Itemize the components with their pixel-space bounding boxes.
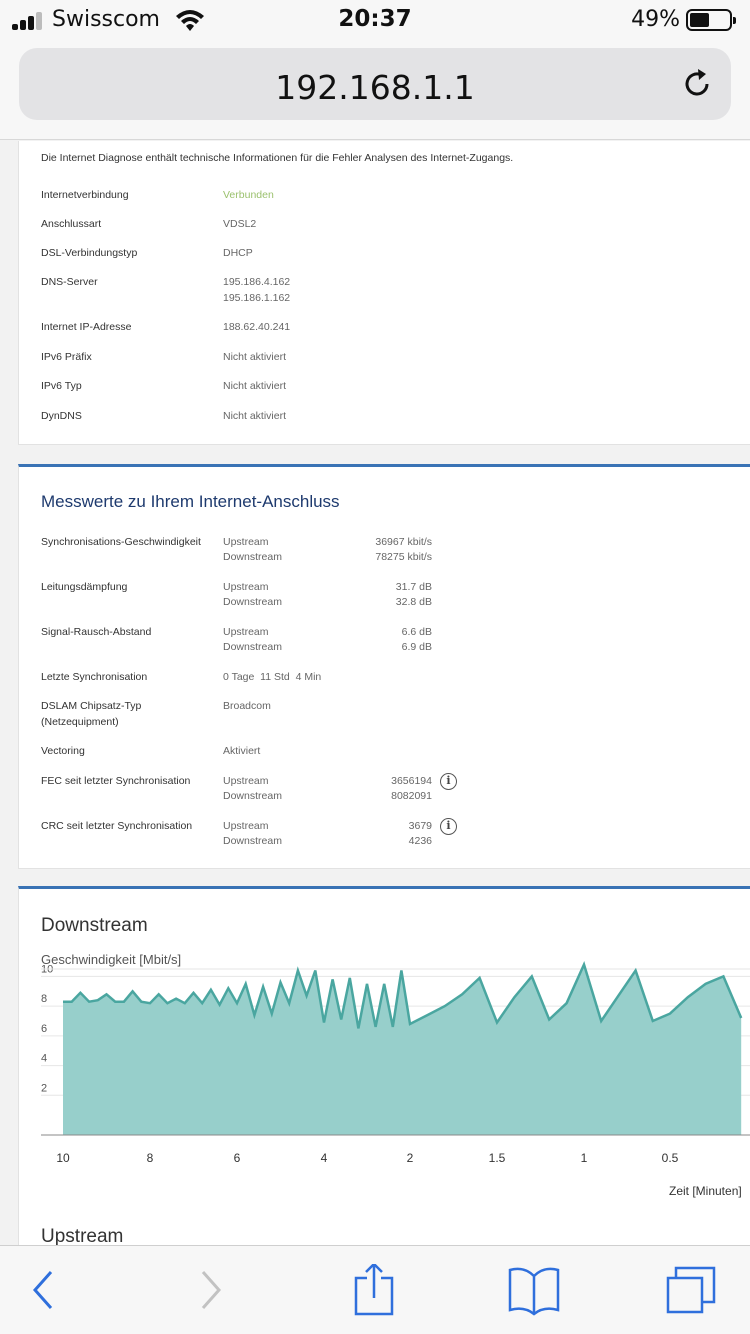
x-tick-label: 6: [234, 1151, 241, 1165]
label-anschlussart: Anschlussart: [41, 218, 102, 230]
fec-downstream-value: 8082091: [391, 790, 432, 802]
battery-fill: [690, 13, 709, 27]
messwerte-card: Messwerte zu Ihrem Internet-Anschluss Sy…: [18, 464, 750, 869]
downstream-chart-title: Downstream: [41, 915, 148, 936]
value-anschlussart: VDSL2: [223, 218, 257, 230]
label-ipv6-praefix: IPv6 Präfix: [41, 351, 92, 363]
status-bar: Swisscom 20:37 49%: [0, 0, 750, 40]
fec-info-icon[interactable]: i: [440, 773, 457, 790]
clock: 20:37: [338, 6, 412, 32]
x-tick-label: 8: [147, 1151, 154, 1165]
downstream-label: Downstream: [223, 835, 282, 847]
y-tick-label: 6: [41, 1023, 47, 1035]
value-vectoring: Aktiviert: [223, 745, 261, 757]
attenuation-upstream-value: 31.7 dB: [395, 581, 432, 593]
value-dsl-verbindungstyp: DHCP: [223, 247, 253, 259]
reload-icon[interactable]: [679, 66, 715, 102]
fec-upstream-value: 3656194: [391, 775, 432, 787]
url-text[interactable]: 192.168.1.1: [275, 68, 475, 107]
downstream-chart-card: Downstream Geschwindigkeit [Mbit/s] 2 4 6 8…: [18, 886, 750, 1245]
upstream-label: Upstream: [223, 581, 269, 593]
downstream-label: Downstream: [223, 596, 282, 608]
diagnose-card: Die Internet Diagnose enthält technische…: [18, 141, 750, 445]
label-ipv6-typ: IPv6 Typ: [41, 380, 82, 392]
bookmarks-icon[interactable]: [506, 1264, 562, 1316]
signal-bar: [12, 24, 18, 30]
snr-upstream-value: 6.6 dB: [401, 626, 432, 638]
label-fec: FEC seit letzter Synchronisation: [41, 775, 191, 787]
signal-bar: [36, 12, 42, 30]
battery-tip: [733, 17, 736, 24]
value-ipv6-praefix: Nicht aktiviert: [223, 351, 287, 363]
upstream-label: Upstream: [223, 775, 269, 787]
share-icon[interactable]: [346, 1264, 402, 1316]
upstream-label: Upstream: [223, 820, 269, 832]
back-icon[interactable]: [15, 1264, 71, 1316]
chart-y-axis-label: Geschwindigkeit [Mbit/s]: [41, 952, 182, 967]
messwerte-title: Messwerte zu Ihrem Internet-Anschluss: [41, 492, 340, 511]
value-dns-server-2: 195.186.1.162: [223, 292, 291, 304]
diagnose-intro: Die Internet Diagnose enthält technische…: [41, 152, 514, 164]
label-signal-rausch-abstand: Signal-Rausch-Abstand: [41, 626, 152, 638]
crc-downstream-value: 4236: [408, 835, 432, 847]
area-fill: [63, 964, 742, 1135]
upstream-chart-title: Upstream: [41, 1226, 124, 1245]
label-internetverbindung: Internetverbindung: [41, 189, 129, 201]
crc-upstream-value: 3679: [408, 820, 432, 832]
label-dns-server: DNS-Server: [41, 276, 98, 288]
label-crc: CRC seit letzter Synchronisation: [41, 820, 193, 832]
label-dsl-verbindungstyp: DSL-Verbindungstyp: [41, 247, 138, 259]
battery-icon: [686, 9, 736, 31]
label-leitungsdaempfung: Leitungsdämpfung: [41, 581, 128, 593]
value-dns-server-1: 195.186.4.162: [223, 276, 291, 288]
y-tick-label: 2: [41, 1082, 47, 1094]
tabs-icon[interactable]: [664, 1264, 720, 1316]
safari-toolbar: [0, 1245, 750, 1334]
value-internet-ip: 188.62.40.241: [223, 321, 291, 333]
label-dslam-chipsatz: DSLAM Chipsatz-Typ: [41, 700, 142, 712]
y-tick-label: 8: [41, 993, 47, 1005]
label-letzte-synchronisation: Letzte Synchronisation: [41, 671, 148, 683]
upstream-label: Upstream: [223, 536, 269, 548]
value-dslam-chipsatz: Broadcom: [223, 700, 271, 712]
label-sync-speed: Synchronisations-Geschwindigkeit: [41, 536, 201, 548]
forward-icon[interactable]: [183, 1264, 239, 1316]
value-dyndns: Nicht aktiviert: [223, 410, 287, 422]
signal-bar: [20, 20, 26, 30]
downstream-label: Downstream: [223, 790, 282, 802]
value-ipv6-typ: Nicht aktiviert: [223, 380, 287, 392]
x-tick-label: 0.5: [662, 1151, 679, 1165]
upstream-label: Upstream: [223, 626, 269, 638]
attenuation-downstream-value: 32.8 dB: [395, 596, 432, 608]
crc-info-icon[interactable]: i: [440, 818, 457, 835]
downstream-label: Downstream: [223, 641, 282, 653]
x-axis-label: Zeit [Minuten]: [669, 1184, 742, 1198]
x-tick-label: 1: [581, 1151, 588, 1165]
battery-percent: 49%: [631, 7, 680, 32]
status-connected: Verbunden: [223, 189, 274, 201]
carrier-name: Swisscom: [52, 7, 160, 32]
signal-bar: [28, 16, 34, 30]
label-netzequipment: (Netzequipment): [41, 716, 119, 728]
x-tick-label: 4: [321, 1151, 328, 1165]
label-vectoring: Vectoring: [41, 745, 85, 757]
y-tick-label: 4: [41, 1053, 47, 1065]
snr-downstream-value: 6.9 dB: [401, 641, 432, 653]
x-tick-label: 2: [407, 1151, 414, 1165]
label-dyndns: DynDNS: [41, 410, 82, 422]
signal-strength-icon: [12, 12, 48, 30]
wifi-icon: [176, 10, 204, 31]
x-tick-label: 1.5: [489, 1151, 506, 1165]
browser-header: 192.168.1.1: [0, 40, 750, 140]
sync-upstream-value: 36967 kbit/s: [375, 536, 432, 548]
page-content[interactable]: Die Internet Diagnose enthält technische…: [0, 141, 750, 1245]
series-line: [63, 960, 743, 1029]
sync-downstream-value: 78275 kbit/s: [375, 551, 432, 563]
downstream-label: Downstream: [223, 551, 282, 563]
value-letzte-synchronisation: 0 Tage 11 Std 4 Min: [223, 671, 322, 683]
label-internet-ip: Internet IP-Adresse: [41, 321, 132, 333]
address-bar[interactable]: 192.168.1.1: [19, 48, 731, 120]
x-tick-label: 10: [56, 1151, 70, 1165]
